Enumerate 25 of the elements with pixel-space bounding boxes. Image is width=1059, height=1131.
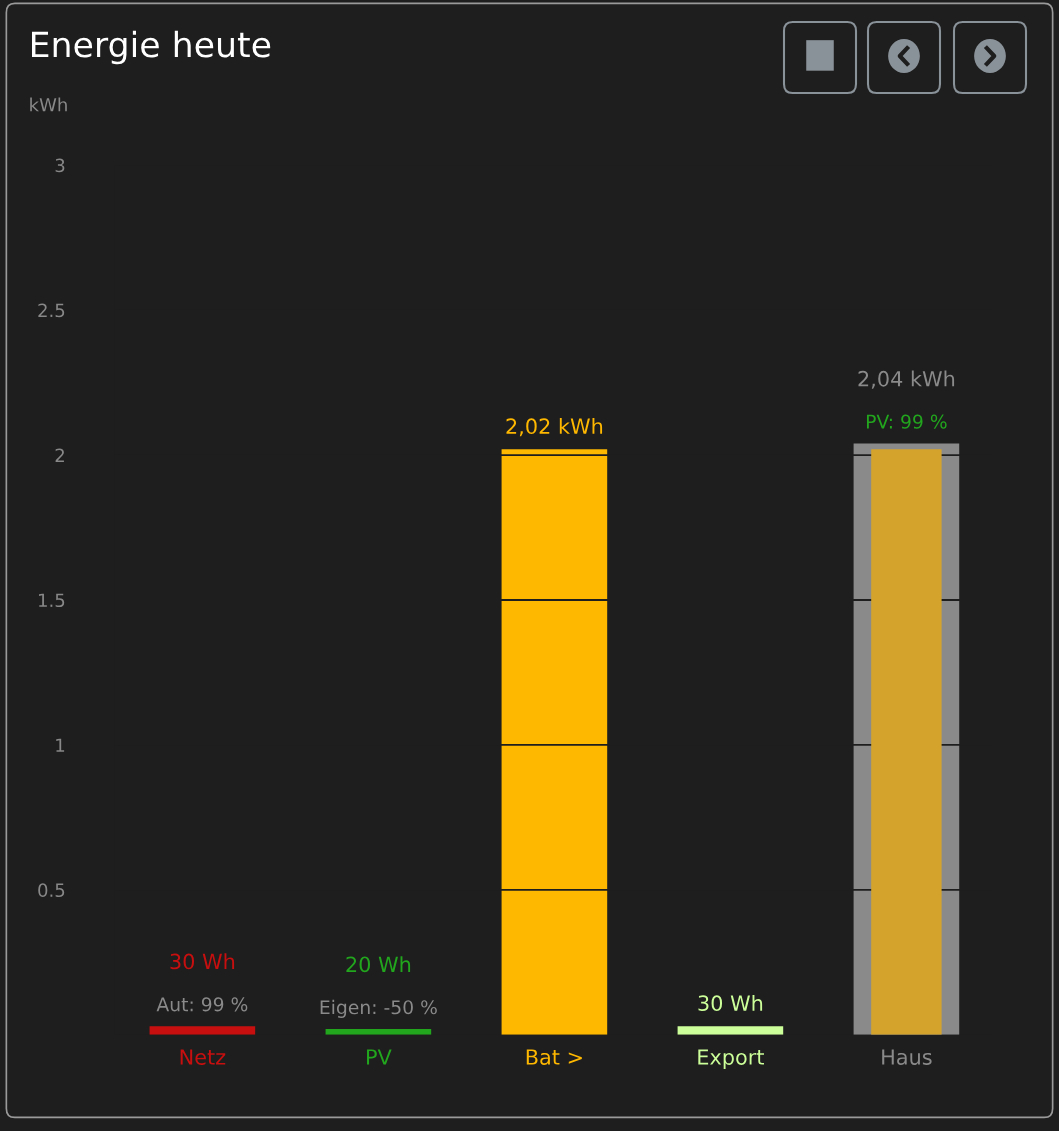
x-tick-label: Export: [698, 1049, 764, 1069]
y-tick-label: 1.5: [39, 593, 65, 608]
annotation: PV: 99 %: [866, 414, 947, 429]
chart-title: Energie heute: [32, 30, 271, 65]
y-tick-label: 3: [55, 158, 65, 173]
y-tick-label: 1: [56, 738, 65, 752]
y-tick-label: 2.5: [38, 303, 65, 318]
bar: [149, 1026, 256, 1035]
annotation: Eigen: -50 %: [320, 999, 437, 1018]
x-tick-label: Netz: [180, 1049, 226, 1065]
y-tick-label: 2: [55, 448, 64, 462]
y-tick-label: 0.5: [38, 883, 65, 898]
annotation: 20 Wh: [346, 956, 411, 973]
annotation: 30 Wh: [698, 994, 763, 1012]
x-tick-label: PV: [367, 1049, 392, 1065]
annotation: Aut: 99 %: [156, 997, 248, 1012]
annotation: 2,02 kWh: [506, 417, 603, 437]
bar: [871, 449, 942, 1035]
bar: [501, 449, 608, 1035]
annotation: 2,04 kWh: [858, 370, 955, 389]
y-axis-title: kWh: [30, 97, 67, 112]
x-tick-label: Haus: [882, 1049, 932, 1065]
bar: [677, 1026, 784, 1035]
x-tick-label: Bat >: [526, 1049, 582, 1065]
annotation: 30 Wh: [170, 953, 235, 970]
